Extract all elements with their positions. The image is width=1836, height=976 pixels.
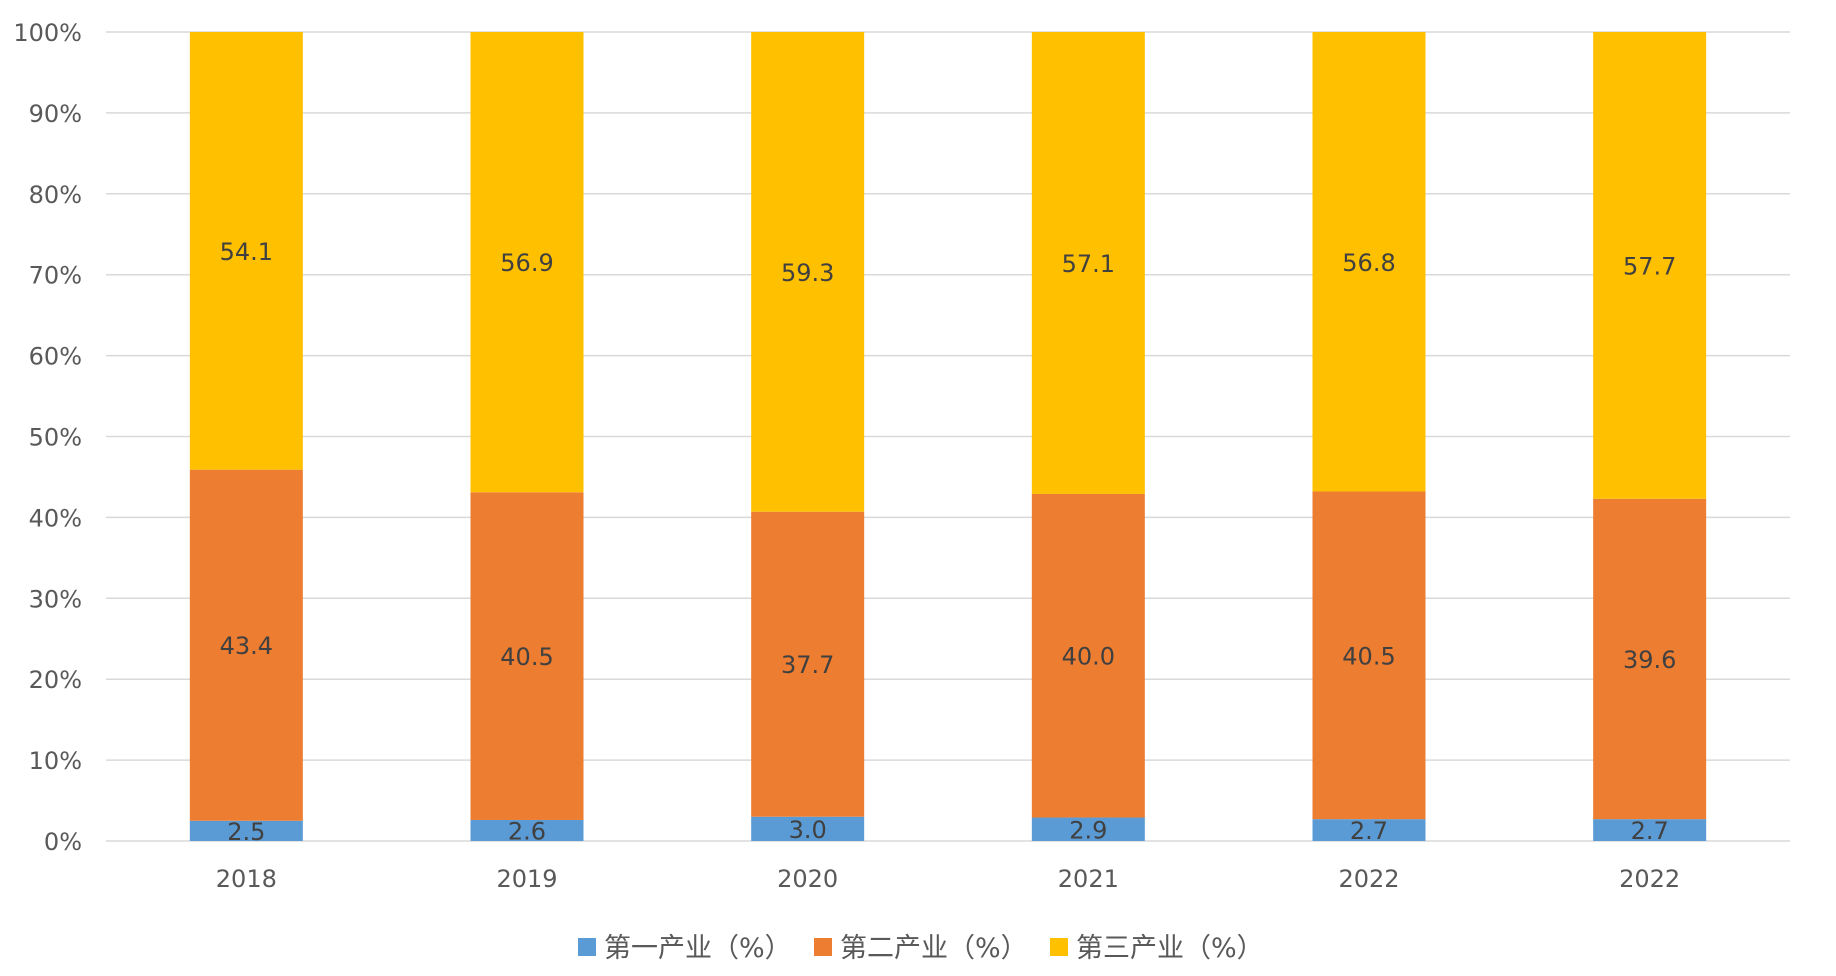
bars bbox=[189, 32, 1707, 841]
legend-swatch bbox=[1050, 938, 1068, 956]
x-tick-label: 2022 bbox=[1619, 865, 1680, 893]
x-tick-label: 2020 bbox=[777, 865, 838, 893]
data-label: 56.9 bbox=[500, 249, 553, 277]
bar-segment bbox=[189, 469, 303, 821]
data-label: 40.0 bbox=[1062, 643, 1115, 671]
data-label: 56.8 bbox=[1342, 249, 1395, 277]
data-label: 37.7 bbox=[781, 651, 834, 679]
data-label: 2.5 bbox=[227, 818, 265, 846]
x-tick-label: 2019 bbox=[496, 865, 557, 893]
x-axis-ticks: 2018 2019 2020 2021 2022 2022 bbox=[216, 865, 1680, 893]
y-tick-label: 100% bbox=[13, 19, 82, 47]
y-tick-label: 60% bbox=[29, 343, 82, 371]
y-tick-label: 90% bbox=[29, 100, 82, 128]
legend: 第一产业（%） 第二产业（%） 第三产业（%） bbox=[578, 933, 1264, 964]
y-tick-label: 20% bbox=[29, 666, 82, 694]
y-tick-label: 50% bbox=[29, 424, 82, 452]
bar-segment bbox=[1031, 493, 1145, 818]
bar-segment bbox=[751, 32, 865, 512]
bar-segment bbox=[1312, 32, 1426, 492]
x-tick-label: 2022 bbox=[1338, 865, 1399, 893]
x-tick-label: 2018 bbox=[216, 865, 277, 893]
data-label: 2.7 bbox=[1631, 817, 1669, 845]
legend-item: 第三产业（%） bbox=[1050, 933, 1264, 964]
legend-item: 第一产业（%） bbox=[578, 933, 792, 964]
bar-segment bbox=[751, 816, 865, 841]
data-label: 2.9 bbox=[1069, 816, 1107, 844]
data-label: 2.6 bbox=[508, 817, 546, 845]
bar-segment bbox=[189, 820, 303, 841]
bar-segment bbox=[1312, 819, 1426, 841]
legend-swatch bbox=[814, 938, 832, 956]
legend-label: 第一产业（%） bbox=[604, 933, 792, 964]
legend-swatch bbox=[578, 938, 596, 956]
data-label: 57.1 bbox=[1062, 250, 1115, 278]
y-tick-label: 70% bbox=[29, 262, 82, 290]
data-labels: 2.5 43.4 54.1 2.6 40.5 56.9 3.0 37.7 59.3 2.9 40.0… bbox=[220, 238, 1677, 846]
y-axis-ticks: 0% 10% 20% 30% 40% 50% 60% 70% 80% 90% 100% bbox=[13, 19, 82, 856]
bar-segment bbox=[1593, 819, 1707, 841]
legend-label: 第三产业（%） bbox=[1076, 933, 1264, 964]
y-tick-label: 0% bbox=[44, 828, 82, 856]
data-label: 39.6 bbox=[1623, 646, 1676, 674]
y-tick-label: 40% bbox=[29, 504, 82, 532]
legend-label: 第二产业（%） bbox=[840, 933, 1028, 964]
data-label: 40.5 bbox=[500, 643, 553, 671]
bar-segment bbox=[470, 32, 584, 493]
y-tick-label: 80% bbox=[29, 181, 82, 209]
legend-item: 第二产业（%） bbox=[814, 933, 1028, 964]
bar-segment bbox=[189, 32, 303, 470]
bar-segment bbox=[1593, 498, 1707, 820]
bar-segment bbox=[1593, 32, 1707, 499]
gridlines bbox=[106, 31, 1790, 842]
data-label: 59.3 bbox=[781, 259, 834, 287]
bar-segment bbox=[1312, 491, 1426, 820]
data-label: 40.5 bbox=[1342, 642, 1395, 670]
x-tick-label: 2021 bbox=[1058, 865, 1119, 893]
bar-segment bbox=[1031, 817, 1145, 841]
y-tick-label: 30% bbox=[29, 585, 82, 613]
y-tick-label: 10% bbox=[29, 747, 82, 775]
data-label: 54.1 bbox=[220, 238, 273, 266]
data-label: 2.7 bbox=[1350, 817, 1388, 845]
data-label: 43.4 bbox=[220, 632, 273, 660]
bar-segment bbox=[470, 492, 584, 820]
bar-segment bbox=[470, 819, 584, 841]
bar-segment bbox=[751, 511, 865, 817]
data-label: 57.7 bbox=[1623, 252, 1676, 280]
bar-segment bbox=[1031, 32, 1145, 494]
data-label: 3.0 bbox=[789, 816, 827, 844]
